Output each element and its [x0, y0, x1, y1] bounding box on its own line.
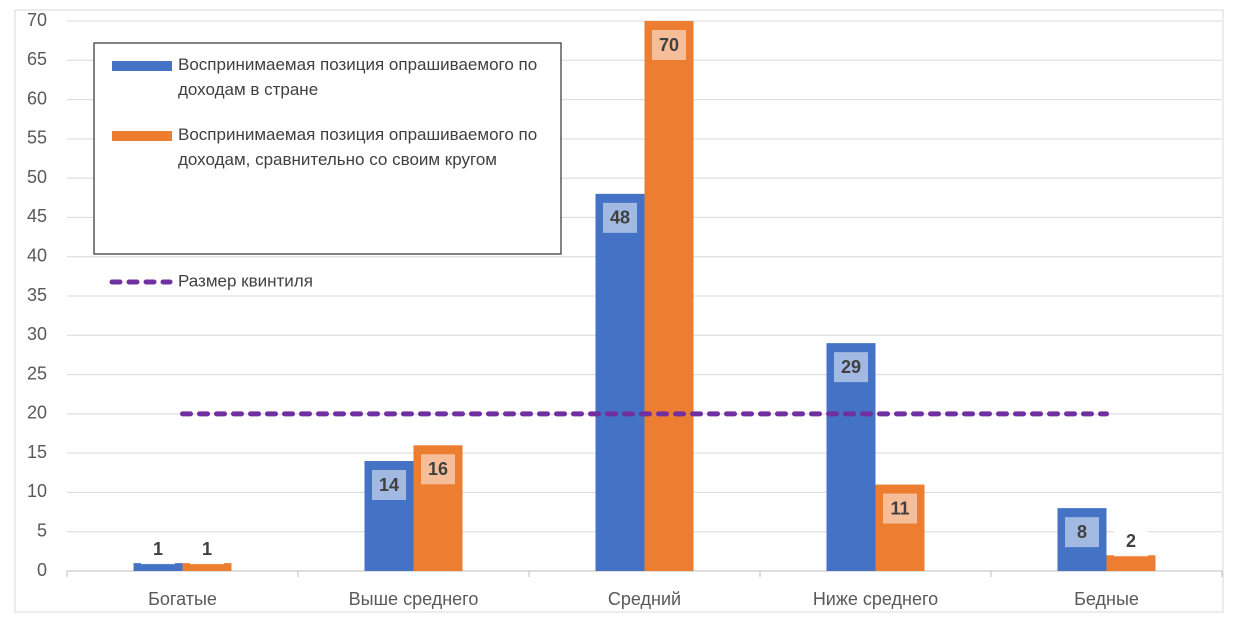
legend-box	[93, 42, 562, 255]
y-tick-label: 35	[27, 285, 47, 305]
legend-line: доходам в стране	[178, 80, 318, 99]
x-tick-label: Ниже среднего	[813, 589, 938, 609]
x-tick-label: Бедные	[1074, 589, 1139, 609]
y-tick-label: 50	[27, 167, 47, 187]
legend-line: доходам, сравнительно со своим кругом	[178, 150, 497, 169]
legend-line: Воспринимаемая позиция опрашиваемого по	[178, 55, 537, 74]
y-tick-label: 5	[37, 520, 47, 540]
y-tick-label: 15	[27, 442, 47, 462]
data-label: 11	[890, 498, 909, 518]
data-label-box	[883, 493, 917, 524]
bar	[133, 563, 183, 571]
data-label-box	[1114, 526, 1148, 557]
data-label: 8	[1077, 522, 1087, 542]
data-label-box	[603, 202, 637, 233]
data-label: 1	[153, 539, 163, 559]
data-label-box	[421, 454, 455, 485]
data-label-box	[1065, 517, 1099, 548]
data-label-box	[190, 534, 224, 565]
data-label: 16	[428, 459, 448, 479]
data-label: 2	[1126, 531, 1136, 551]
bar	[182, 563, 232, 571]
data-label: 70	[659, 35, 679, 55]
y-tick-label: 10	[27, 481, 47, 501]
bar	[595, 193, 645, 571]
data-label-box	[372, 470, 406, 500]
y-tick-label: 65	[27, 49, 47, 69]
data-label-box	[141, 534, 175, 565]
data-label: 48	[610, 208, 630, 228]
bar	[644, 21, 694, 571]
y-tick-label: 20	[27, 403, 47, 423]
y-tick-label: 60	[27, 88, 47, 108]
data-label: 29	[841, 357, 861, 377]
y-tick-label: 30	[27, 324, 47, 344]
x-tick-label: Выше среднего	[349, 589, 479, 609]
legend-label: Воспринимаемая позиция опрашиваемого по д…	[178, 125, 537, 169]
data-label: 1	[202, 539, 212, 559]
legend-label: Воспринимаемая позиция опрашиваемого по д…	[178, 55, 537, 99]
y-tick-label: 40	[27, 245, 47, 265]
legend-label: Размер квинтиля	[178, 271, 313, 290]
y-tick-label: 70	[27, 10, 47, 30]
y-tick-label: 0	[37, 560, 47, 580]
y-tick-label: 55	[27, 128, 47, 148]
data-label-box	[834, 352, 868, 383]
data-label: 14	[379, 475, 399, 495]
y-tick-label: 25	[27, 363, 47, 383]
legend-line: Воспринимаемая позиция опрашиваемого по	[178, 125, 537, 144]
y-tick-label: 45	[27, 206, 47, 226]
data-label-box	[652, 30, 686, 60]
legend-swatch	[112, 131, 172, 141]
legend-swatch	[112, 61, 172, 71]
x-tick-label: Богатые	[148, 589, 217, 609]
x-tick-label: Средний	[608, 589, 681, 609]
bar	[1106, 555, 1156, 571]
